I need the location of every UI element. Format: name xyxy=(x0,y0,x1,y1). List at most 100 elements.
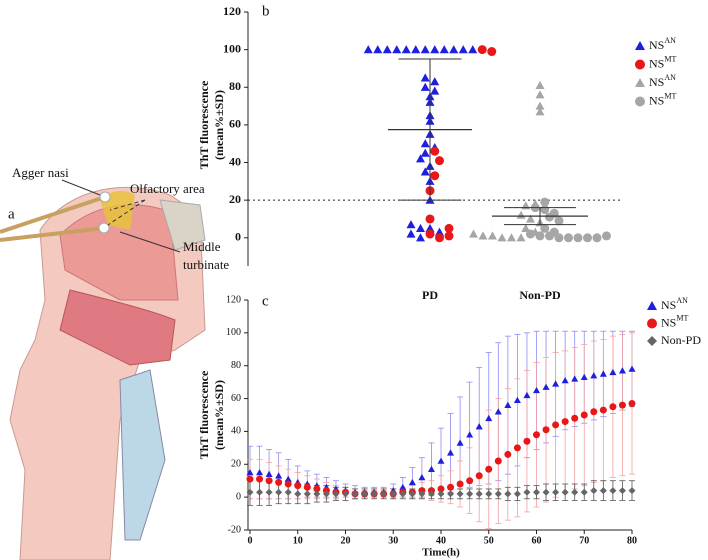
point xyxy=(635,96,645,107)
point xyxy=(494,408,502,415)
point xyxy=(590,408,598,416)
panel-label: a xyxy=(8,206,15,222)
leader-line xyxy=(107,199,146,226)
point xyxy=(275,472,283,479)
point xyxy=(430,146,440,156)
point xyxy=(406,229,416,238)
x-tick-label: 0 xyxy=(248,535,253,546)
annotation: Olfactory area xyxy=(130,181,205,196)
point xyxy=(416,233,425,242)
point xyxy=(246,475,254,483)
point xyxy=(533,488,540,496)
point xyxy=(561,377,569,384)
point xyxy=(439,45,449,54)
probe-tip xyxy=(98,222,110,234)
point xyxy=(580,411,588,419)
point xyxy=(516,233,526,242)
point xyxy=(599,487,607,495)
point xyxy=(313,490,321,498)
y-tick-label: 0 xyxy=(236,491,241,502)
probe xyxy=(0,226,106,242)
point xyxy=(552,380,560,387)
point xyxy=(420,167,430,176)
point xyxy=(504,490,512,498)
y-tick-label: 60 xyxy=(229,117,241,131)
point xyxy=(580,373,588,381)
x-tick-label: 50 xyxy=(484,535,494,546)
point xyxy=(408,478,416,486)
point xyxy=(504,401,512,408)
annotation: Agger nasi xyxy=(12,165,69,180)
point xyxy=(477,45,487,55)
point xyxy=(246,469,254,476)
y-axis-label: ThT fluorescence xyxy=(197,370,211,459)
point xyxy=(554,233,564,243)
x-tick-label: Non-PD xyxy=(519,288,561,302)
point xyxy=(420,45,430,54)
point xyxy=(485,414,493,422)
point xyxy=(468,45,478,54)
point xyxy=(535,80,545,89)
point xyxy=(265,470,273,477)
point xyxy=(552,421,560,429)
point xyxy=(361,490,369,498)
point xyxy=(504,450,512,458)
airway xyxy=(119,369,166,541)
point xyxy=(416,154,425,163)
point xyxy=(456,439,464,446)
panel-label: c xyxy=(262,293,269,309)
point xyxy=(406,220,416,229)
x-tick-label: 20 xyxy=(341,535,351,546)
anatomy-illustration: a Agger nasi Olfactory area Middle turbi… xyxy=(0,165,229,560)
point xyxy=(647,336,657,346)
probe xyxy=(0,194,109,234)
point xyxy=(430,77,440,86)
point xyxy=(284,475,292,482)
point xyxy=(435,227,444,236)
point xyxy=(647,301,657,310)
y-tick-label: 40 xyxy=(229,154,241,168)
y-axis-label: (mean%±SD) xyxy=(212,90,226,160)
point xyxy=(526,229,535,239)
point xyxy=(342,490,349,498)
point xyxy=(618,401,626,409)
point xyxy=(497,233,507,242)
annotation: turbinate xyxy=(183,257,229,272)
point xyxy=(571,414,579,422)
point xyxy=(444,231,454,241)
point xyxy=(590,372,598,379)
point xyxy=(373,45,383,54)
point xyxy=(466,477,474,485)
point xyxy=(513,396,521,404)
point xyxy=(485,490,493,498)
point xyxy=(535,101,545,110)
point xyxy=(488,231,497,240)
point xyxy=(533,386,540,394)
point xyxy=(647,318,657,329)
panel-label: b xyxy=(262,3,270,19)
point xyxy=(418,473,426,481)
point xyxy=(469,229,478,238)
point xyxy=(545,231,554,241)
point xyxy=(507,233,516,242)
point xyxy=(628,487,636,495)
point xyxy=(542,488,550,496)
point xyxy=(401,45,411,54)
point xyxy=(418,490,426,498)
x-axis-label: Time(h) xyxy=(422,547,460,559)
point xyxy=(265,477,273,485)
point xyxy=(583,233,592,243)
point xyxy=(561,488,569,496)
point xyxy=(256,488,264,496)
point xyxy=(458,45,468,54)
probe-tip xyxy=(99,191,111,203)
point xyxy=(580,488,588,496)
point xyxy=(535,231,545,241)
point xyxy=(256,469,264,476)
x-tick-label: 30 xyxy=(388,535,398,546)
point xyxy=(411,45,421,54)
point xyxy=(284,480,292,488)
point xyxy=(444,223,454,233)
point xyxy=(399,483,407,491)
point xyxy=(635,59,645,70)
